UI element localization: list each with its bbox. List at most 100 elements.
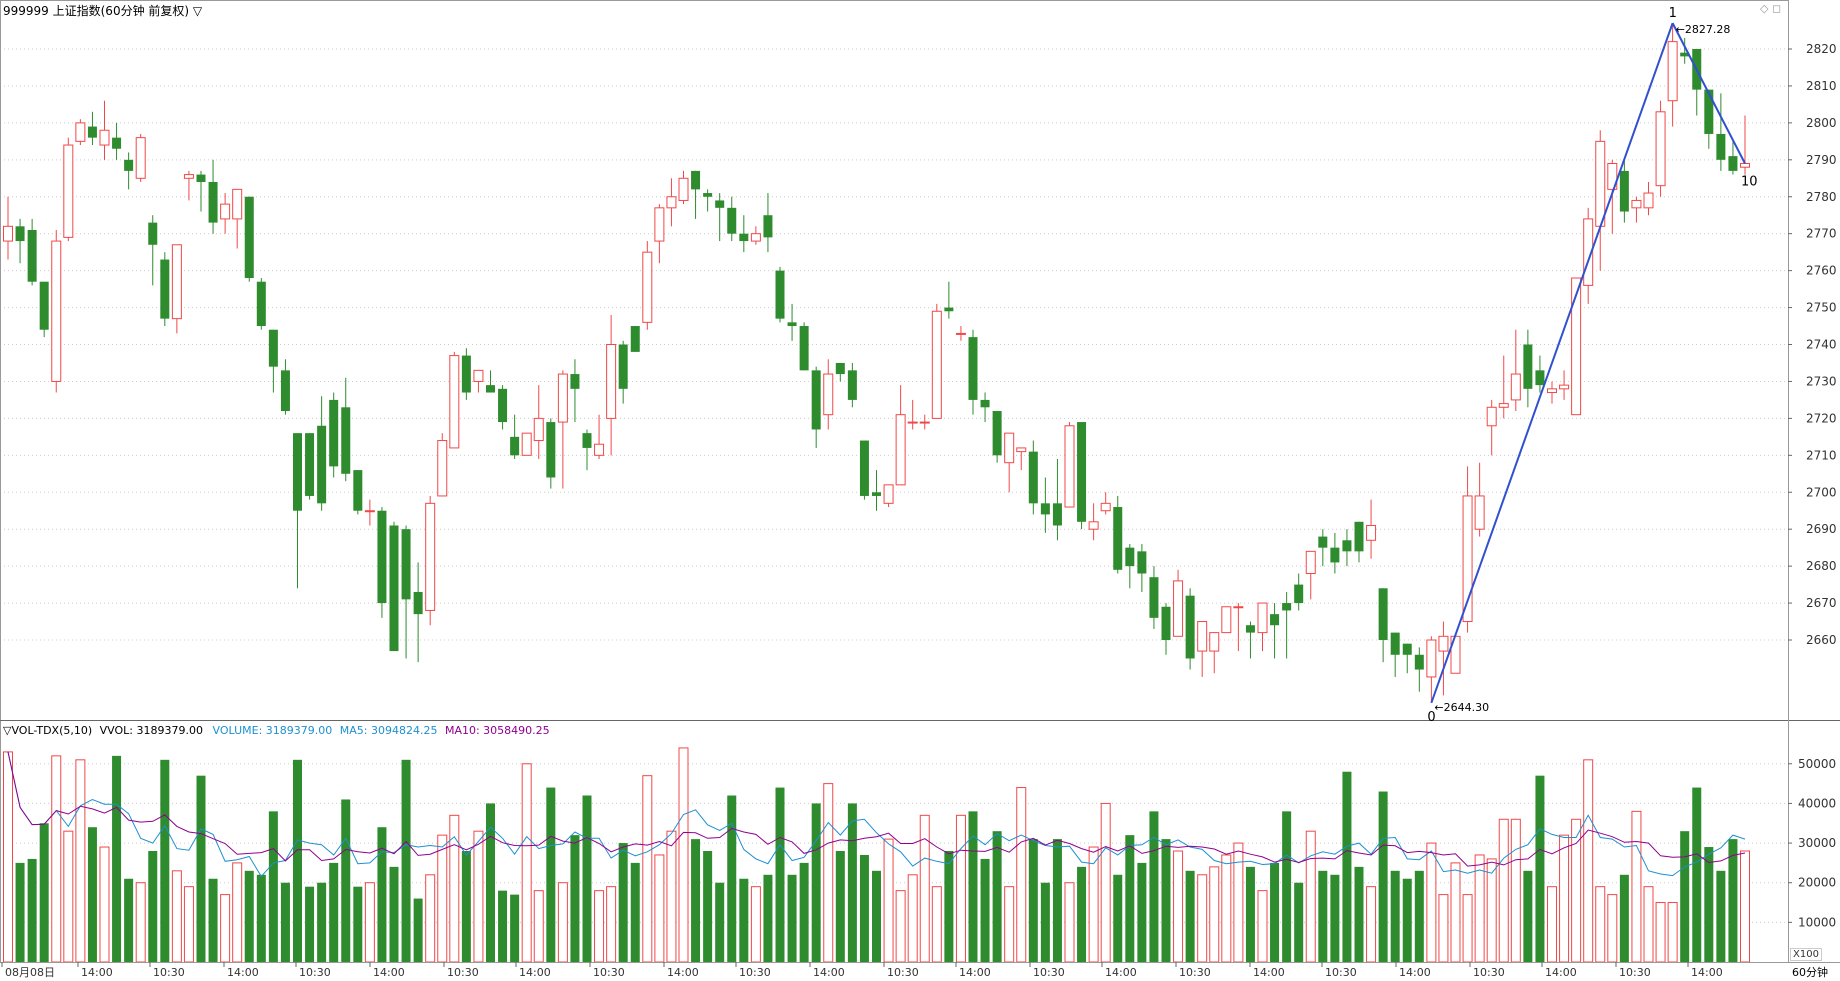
candle-body-down [872, 492, 881, 496]
volume-bar-up [364, 882, 375, 963]
volume-bar-down [1342, 771, 1352, 962]
candle-body-up [473, 369, 484, 382]
candle-body-down [1040, 503, 1050, 515]
candle-body-down [87, 126, 97, 138]
volume-bar-up [750, 886, 761, 963]
candle-body-down [980, 399, 990, 408]
candle-body-down [148, 222, 158, 245]
volume-bar-up [1016, 787, 1027, 963]
volume-bar-down [1149, 811, 1159, 962]
candle-body-up [1667, 41, 1678, 102]
volume-bar-up [1064, 882, 1075, 963]
volume-bar-up [1667, 902, 1678, 963]
volume-bar-down [39, 823, 49, 962]
wave-label-0: 0 [1427, 710, 1435, 725]
candle-body-down [305, 433, 315, 496]
volume-bar-down [944, 851, 954, 962]
volume-bar-up [1233, 842, 1244, 963]
volume-bar-down [280, 882, 290, 962]
volume-bar-down [811, 803, 821, 962]
candle-body-up [449, 355, 460, 449]
candle-body-down [1125, 547, 1135, 567]
period-label[interactable]: 60分钟 [1792, 966, 1828, 979]
volume-value: VOLUME: 3189379.00 [212, 724, 333, 737]
volume-bar-down [1270, 862, 1280, 962]
volume-bar-down [1245, 866, 1255, 962]
candle-body-up [1583, 218, 1594, 286]
candle-body-up [594, 443, 605, 456]
candle-body-down [1282, 603, 1292, 611]
candle-body-down [1077, 422, 1087, 522]
volume-bar-up [678, 747, 689, 963]
volume-axis-label: 10000 [1798, 915, 1836, 929]
candle-body-down [293, 433, 302, 511]
window-restore-icon[interactable]: ◇ ◻ [1760, 2, 1782, 15]
volume-unit-label: X100 [1790, 948, 1822, 961]
price-axis-label: 2700 [1806, 485, 1837, 499]
volume-bar-down [1728, 839, 1738, 962]
candle-body-down [1402, 643, 1412, 655]
price-axis-label: 2770 [1806, 227, 1837, 241]
candle-body-down [1378, 588, 1388, 640]
candle-body-up [557, 373, 568, 423]
volume-bar-up [1221, 854, 1232, 963]
volume-bar-up [1655, 902, 1666, 963]
volume-bar-up [654, 854, 665, 963]
volume-bar-down [268, 811, 278, 962]
volume-bars [3, 747, 1750, 963]
volume-bar-up [1547, 886, 1557, 963]
candle-body-up [171, 244, 182, 320]
candle-body-down [811, 370, 821, 430]
candle-body-down [546, 422, 556, 478]
volume-bar-down [1330, 874, 1340, 962]
volume-bar-down [1354, 866, 1364, 962]
vol-indicator-name[interactable]: ▽VOL-TDX(5,10) [3, 724, 93, 737]
candle-body-down [859, 440, 869, 496]
volume-bar-up [606, 886, 617, 963]
volume-bar-down [27, 858, 37, 962]
candle-body-down [715, 200, 725, 208]
candle-body-up [907, 421, 918, 424]
candle-body-up [521, 432, 532, 456]
price-axis-label: 2680 [1806, 559, 1837, 573]
volume-bar-up [425, 874, 436, 963]
volume-bar-down [1077, 866, 1087, 962]
time-axis-label: 14:00 [1253, 966, 1285, 979]
volume-bar-down [401, 759, 411, 962]
candle-body-up [1221, 606, 1232, 634]
candle-body-down [401, 529, 411, 600]
candle-body-down [124, 159, 134, 171]
time-axis-label: 10:30 [1179, 966, 1211, 979]
candle-body-down [835, 362, 845, 375]
time-axis-label: 14:00 [1399, 966, 1431, 979]
ma5-line [7, 751, 1746, 878]
candle-body-down [244, 196, 254, 279]
candle-body-up [1426, 639, 1437, 678]
volume-bar-up [232, 862, 243, 963]
volume-bar-up [883, 838, 894, 963]
candle-body-down [413, 591, 423, 615]
volume-bar-down [1294, 882, 1304, 962]
candle-body-down [1728, 156, 1738, 171]
candle-body-up [232, 188, 243, 220]
volume-bar-down [1378, 791, 1388, 962]
volume-bar-up [895, 890, 906, 963]
volume-bar-down [377, 827, 387, 962]
candle-body-up [1559, 384, 1570, 390]
candle-body-down [280, 370, 290, 411]
volume-bar-down [1716, 870, 1726, 962]
volume-bar-up [533, 890, 544, 963]
volume-bar-down [703, 851, 713, 962]
candle-body-down [1704, 89, 1714, 134]
time-axis-label: 10:30 [153, 966, 185, 979]
volume-bar-down [847, 803, 857, 962]
volume-bar-up [1595, 886, 1606, 963]
volume-bar-down [1161, 839, 1171, 962]
candle-body-up [750, 233, 761, 242]
candle-body-down [1523, 344, 1533, 389]
main-chart-title[interactable]: 999999 上证指数(60分钟 前复权) ▽ [3, 4, 203, 18]
volume-bar-up [1462, 894, 1473, 963]
volume-bar-up [1305, 830, 1316, 963]
candle-body-up [1631, 199, 1642, 209]
